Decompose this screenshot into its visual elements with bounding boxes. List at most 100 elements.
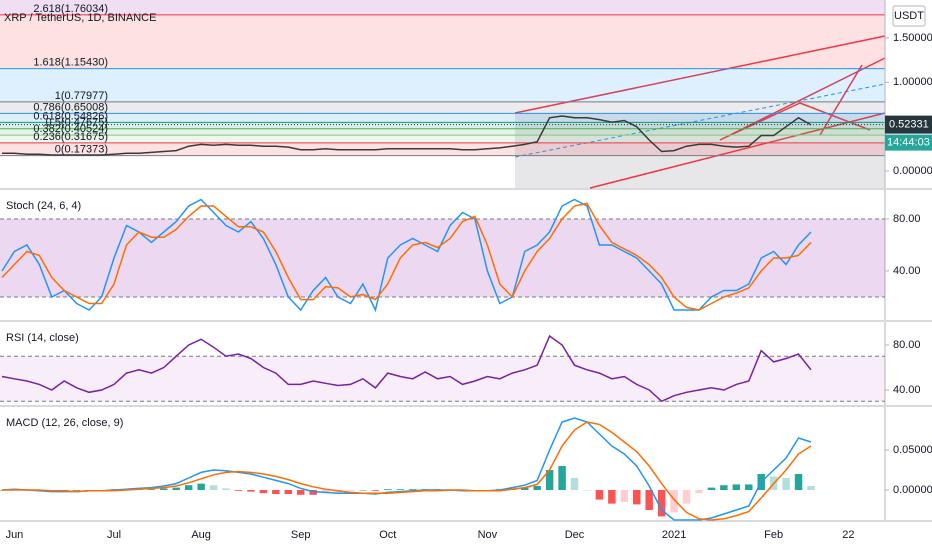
fib-zone <box>0 101 885 114</box>
histogram-bar <box>583 490 591 491</box>
x-tick-label: Aug <box>191 529 211 541</box>
fib-label: 0.786(0.65008) <box>33 101 108 113</box>
histogram-bar <box>309 490 317 495</box>
fib-label: 0.5(0.47675) <box>46 117 108 129</box>
drawings <box>0 0 886 189</box>
histogram-bar <box>521 487 529 491</box>
pane-title: MACD (12, 26, close, 9) <box>6 417 123 429</box>
histogram-bar <box>197 483 205 491</box>
histogram-bar <box>359 490 367 491</box>
histogram-bar <box>570 478 579 491</box>
fib-label: 2.618(1.76034) <box>33 3 108 15</box>
histogram-bar <box>558 466 566 491</box>
y-tick-label: 40.00 <box>893 265 921 277</box>
histogram-bar <box>346 490 355 491</box>
histogram-bar <box>645 490 653 511</box>
countdown-box <box>885 134 932 151</box>
histogram-bar <box>782 478 790 491</box>
y-tick-label: 1.50000 <box>893 32 932 44</box>
trend-line <box>514 35 886 114</box>
histogram-bar <box>222 488 230 491</box>
trend-line <box>589 112 886 189</box>
y-tick-label: 0.05000 <box>893 444 932 456</box>
x-tick-label: Jun <box>6 529 24 541</box>
x-tick-label: Oct <box>379 529 396 541</box>
histogram-bar <box>234 490 243 491</box>
x-tick-label: Jul <box>107 529 121 541</box>
series-line <box>1 202 812 311</box>
y-tick-label: 0.00000 <box>893 484 932 496</box>
y-tick-label: 80.00 <box>893 213 921 225</box>
fib-label: 0.618(0.54826) <box>33 110 108 122</box>
histogram-bar <box>272 490 280 495</box>
series-line <box>2 421 812 521</box>
unit-label: USDT <box>894 10 924 22</box>
x-tick-label: Sep <box>291 529 311 541</box>
histogram-bar <box>284 490 292 495</box>
x-tick-label: Nov <box>478 529 498 541</box>
last-price-box <box>885 115 932 134</box>
y-tick-label: 0.00000 <box>893 165 932 177</box>
x-tick-label: Dec <box>565 529 585 541</box>
histogram-bar <box>147 489 156 491</box>
y-tick-label: 40.00 <box>893 384 921 396</box>
trend-line <box>799 102 871 131</box>
pane-title: Stoch (24, 6, 4) <box>6 200 81 212</box>
y-tick-label: 1.00000 <box>893 76 932 88</box>
band-fill <box>0 356 885 402</box>
histogram-bar <box>794 474 803 491</box>
series-line <box>1 334 812 403</box>
histogram-bar <box>545 470 554 491</box>
y-tick-label: 80.00 <box>893 339 921 351</box>
histogram-bar <box>72 490 81 491</box>
series-line <box>2 115 812 156</box>
x-tick-label: Feb <box>764 529 783 541</box>
histogram-bar <box>209 485 218 491</box>
fib-label: 0.382(0.40524) <box>33 123 108 135</box>
histogram-bar <box>396 489 405 491</box>
band-fill <box>0 218 885 297</box>
histogram-bar <box>608 490 616 504</box>
fib-label: 0.236(0.31675) <box>33 131 108 143</box>
histogram-bar <box>620 490 629 503</box>
pane-title: RSI (14, close) <box>6 332 79 344</box>
shaded-box <box>515 113 885 188</box>
histogram-bar <box>732 484 741 491</box>
trend-line <box>719 102 801 141</box>
last-price-label: 0.52331 <box>889 119 929 131</box>
histogram-bar <box>259 490 268 494</box>
fib-zone <box>0 0 885 15</box>
fib-label: 1.618(1.15430) <box>33 57 108 69</box>
histogram-bar <box>682 490 691 504</box>
histogram-bar <box>384 489 392 491</box>
series-line <box>1 417 812 521</box>
histogram-bar <box>695 490 703 494</box>
trend-line <box>819 64 863 136</box>
histogram-bar <box>321 490 330 494</box>
fib-label: 0(0.17373) <box>55 144 108 156</box>
histogram-bar <box>247 490 255 492</box>
histogram-bar <box>172 487 180 491</box>
histogram-bar <box>807 486 815 491</box>
countdown-label: 14:44:03 <box>887 137 930 149</box>
histogram-bar <box>670 490 678 513</box>
fib-zone <box>0 122 885 129</box>
fib-zone <box>0 135 885 143</box>
fib-zone <box>0 68 885 102</box>
chart-title: XRP / TetherUS, 1D, BINANCE <box>4 12 156 24</box>
x-tick-label: 22 <box>842 529 854 541</box>
histogram-bar <box>371 490 380 491</box>
x-tick-label: 2021 <box>662 529 686 541</box>
histogram-bar <box>595 490 604 500</box>
fib-zone <box>0 113 885 123</box>
fib-zone <box>0 128 885 136</box>
histogram-bar <box>533 486 541 491</box>
fib-label: 1(0.77977) <box>55 90 108 102</box>
histogram-bar <box>184 485 193 491</box>
histogram-bar <box>707 487 716 491</box>
histogram-bar <box>657 490 666 517</box>
unit-box <box>892 5 926 27</box>
histogram-bar <box>296 490 305 495</box>
